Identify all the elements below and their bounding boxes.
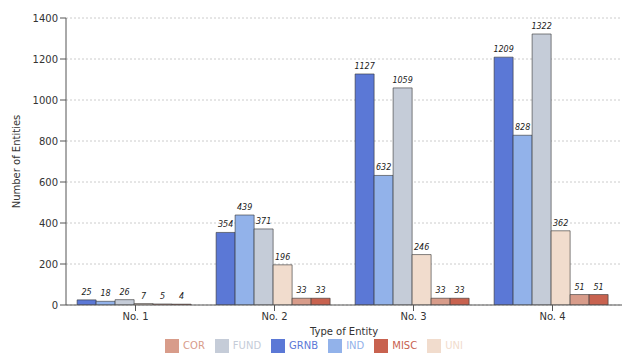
svg-text:33: 33	[316, 286, 326, 295]
svg-text:1322: 1322	[531, 22, 551, 31]
svg-text:200: 200	[39, 259, 58, 270]
svg-text:400: 400	[39, 218, 58, 229]
svg-text:1209: 1209	[493, 45, 513, 54]
svg-text:828: 828	[515, 123, 530, 132]
svg-text:33: 33	[436, 286, 446, 295]
svg-text:246: 246	[414, 243, 429, 252]
html-text:COR: COR	[183, 340, 205, 351]
svg-text:25: 25	[82, 288, 92, 297]
svg-text:0: 0	[52, 300, 58, 311]
svg-text:5: 5	[160, 292, 165, 301]
svg-text:632: 632	[376, 163, 391, 172]
svg-text:18: 18	[101, 289, 111, 298]
svg-text:No. 3: No. 3	[400, 311, 426, 322]
svg-text:7: 7	[141, 292, 147, 301]
svg-text:No. 2: No. 2	[261, 311, 287, 322]
svg-text:439: 439	[237, 203, 252, 212]
svg-text:196: 196	[275, 253, 290, 262]
svg-text:354: 354	[218, 220, 233, 229]
svg-text:600: 600	[39, 177, 58, 188]
svg-text:51: 51	[594, 283, 604, 292]
svg-text:33: 33	[455, 286, 465, 295]
svg-text:1127: 1127	[354, 62, 375, 71]
svg-text:Number of Entities: Number of Entities	[11, 115, 22, 209]
svg-text:51: 51	[575, 283, 585, 292]
svg-text:Type of Entity: Type of Entity	[309, 326, 378, 337]
svg-text:1200: 1200	[33, 54, 58, 65]
html-text:MISC: MISC	[392, 340, 418, 351]
svg-text:1000: 1000	[33, 95, 58, 106]
svg-text:800: 800	[39, 136, 58, 147]
svg-text:1400: 1400	[33, 13, 58, 24]
html-text:FUND: FUND	[232, 340, 262, 351]
svg-text:26: 26	[120, 288, 130, 297]
svg-text:No. 4: No. 4	[539, 311, 565, 322]
html-text:IND: IND	[346, 340, 365, 351]
svg-text:362: 362	[553, 219, 568, 228]
html-text:GRNB: GRNB	[289, 340, 319, 351]
svg-text:4: 4	[179, 292, 184, 301]
svg-text:No. 1: No. 1	[122, 311, 148, 322]
svg-text:371: 371	[256, 217, 271, 226]
html-text:UNI: UNI	[445, 340, 463, 351]
svg-text:1059: 1059	[392, 76, 412, 85]
svg-text:33: 33	[297, 286, 307, 295]
